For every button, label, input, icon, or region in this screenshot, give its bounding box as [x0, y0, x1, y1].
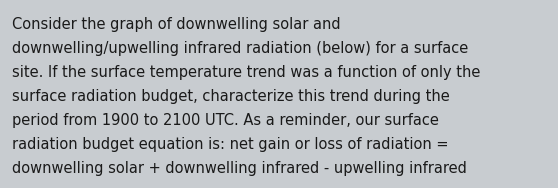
Text: period from 1900 to 2100 UTC. As a reminder, our surface: period from 1900 to 2100 UTC. As a remin…: [12, 113, 439, 128]
Text: Consider the graph of downwelling solar and: Consider the graph of downwelling solar …: [12, 17, 341, 32]
Text: downwelling/upwelling infrared radiation (below) for a surface: downwelling/upwelling infrared radiation…: [12, 41, 469, 56]
Text: downwelling solar + downwelling infrared - upwelling infrared: downwelling solar + downwelling infrared…: [12, 161, 467, 176]
Text: radiation budget equation is: net gain or loss of radiation =: radiation budget equation is: net gain o…: [12, 137, 449, 152]
Text: site. If the surface temperature trend was a function of only the: site. If the surface temperature trend w…: [12, 65, 480, 80]
Text: surface radiation budget, characterize this trend during the: surface radiation budget, characterize t…: [12, 89, 450, 104]
